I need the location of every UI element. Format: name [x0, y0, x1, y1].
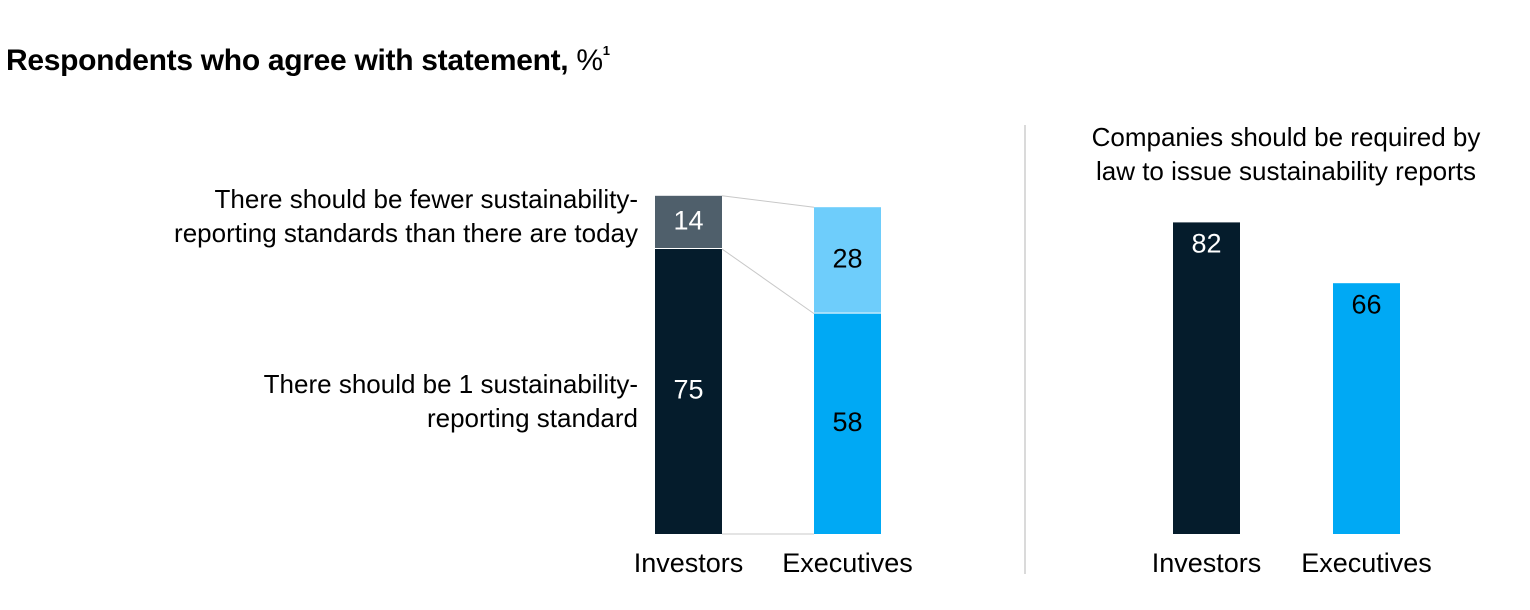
segment-label-one: There should be 1 sustainability- report… — [264, 367, 638, 435]
title-main: Respondents who agree with statement, — [6, 44, 569, 77]
x-tick-label-executives: Executives — [782, 548, 913, 578]
chart-title: Respondents who agree with statement, %1 — [6, 43, 610, 78]
segment-label-fewer-line1: There should be fewer sustainability- — [214, 184, 638, 214]
segment-label-fewer: There should be fewer sustainability- re… — [174, 182, 638, 250]
panel-title-line1: Companies should be required by — [1091, 122, 1481, 152]
x-tick-label-investors: Investors — [634, 548, 744, 578]
value-label-executives-fewer-standards: 28 — [832, 244, 862, 274]
value-label-investors-fewer-standards: 14 — [673, 206, 703, 236]
title-footnote: 1 — [602, 43, 610, 58]
connector-line — [721, 248, 815, 315]
title-unit: % — [576, 44, 603, 77]
panel-title-line2: law to issue sustainability reports — [1095, 156, 1477, 186]
value-label-executives-required-by-law: 66 — [1351, 289, 1381, 319]
bar-investors-required-by-law — [1173, 222, 1240, 534]
bar-investors-fewer-standards — [655, 195, 722, 248]
bar-executives-fewer-standards — [814, 207, 881, 313]
panel-title-right: Companies should be required by law to i… — [1046, 120, 1526, 188]
connector-line — [721, 195, 815, 208]
value-label-investors-one-standard: 75 — [673, 375, 703, 405]
segment-label-one-line1: There should be 1 sustainability- — [263, 369, 638, 399]
bar-executives-one-standard — [814, 313, 881, 534]
x-tick-label-right-investors: Investors — [1152, 548, 1262, 578]
bar-executives-required-by-law — [1333, 283, 1400, 534]
value-label-investors-required-by-law: 82 — [1191, 229, 1221, 259]
segment-label-fewer-line2: reporting standards than there are today — [174, 218, 638, 248]
x-tick-label-right-executives: Executives — [1301, 548, 1432, 578]
value-label-executives-one-standard: 58 — [832, 407, 862, 437]
segment-label-one-line2: reporting standard — [426, 403, 638, 433]
bar-investors-one-standard — [655, 249, 722, 534]
